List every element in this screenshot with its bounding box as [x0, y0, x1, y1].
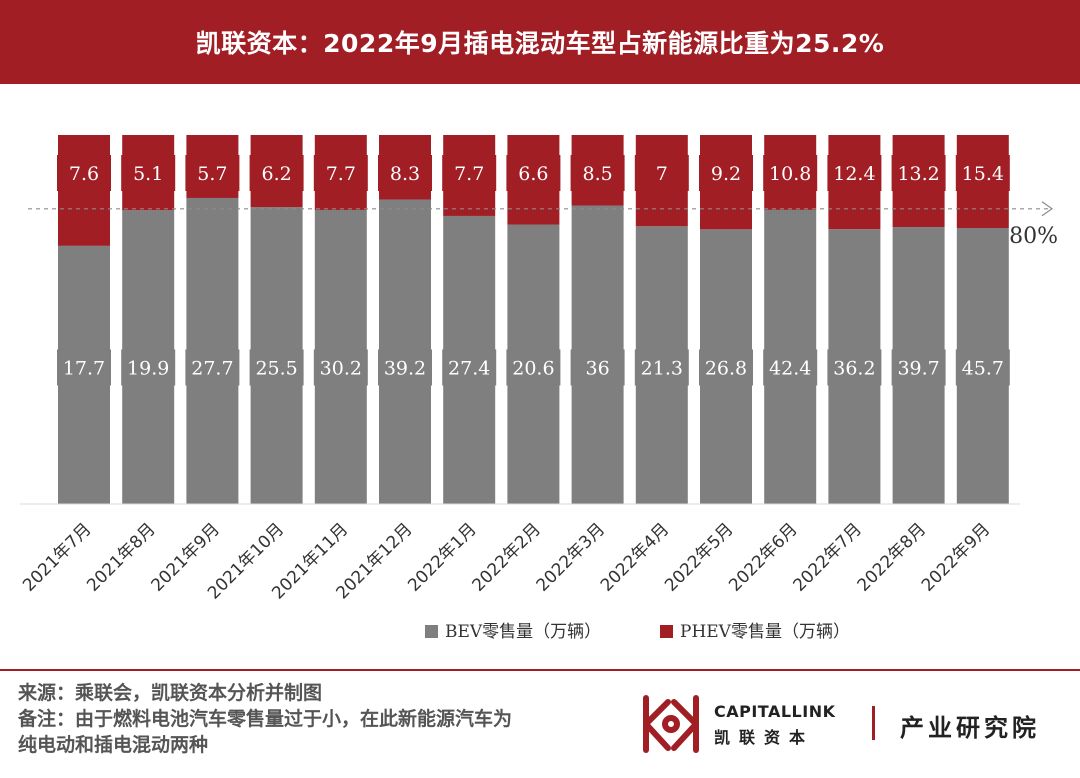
- bev-label-box: [442, 349, 497, 386]
- bev-value-label: 39.2: [384, 357, 426, 379]
- phev-value-label: 7.6: [69, 163, 99, 185]
- phev-value-label: 10.8: [769, 163, 811, 185]
- bev-label-box: [121, 349, 176, 386]
- bev-value-label: 42.4: [769, 357, 811, 379]
- reference-line-arrow: [1041, 201, 1054, 217]
- phev-label-box: [891, 155, 946, 191]
- bev-label-box: [699, 349, 753, 386]
- phev-value-label: 7: [656, 163, 668, 185]
- phev-label-box: [827, 155, 882, 191]
- x-tick-label: 2022年9月: [918, 519, 994, 595]
- bev-value-label: 45.7: [962, 357, 1004, 379]
- phev-value-label: 5.7: [197, 163, 227, 185]
- bev-label-box: [185, 349, 240, 386]
- phev-label-box: [570, 155, 625, 191]
- logo-name-cn: 凯联资本: [714, 728, 815, 747]
- phev-value-label: 8.3: [390, 163, 420, 185]
- bev-value-label: 27.4: [448, 357, 490, 379]
- footer-divider: [0, 669, 1080, 671]
- bev-value-label: 20.6: [512, 357, 554, 379]
- bev-value-label: 30.2: [320, 357, 362, 379]
- phev-value-label: 15.4: [962, 163, 1004, 185]
- bev-label-box: [249, 349, 304, 386]
- capitallink-logo-mark: [643, 695, 699, 753]
- bev-label-box: [506, 349, 561, 386]
- phev-label-box: [442, 155, 497, 191]
- phev-value-label: 7.7: [326, 163, 356, 185]
- x-tick-label: 2022年4月: [597, 519, 673, 595]
- bev-value-label: 25.5: [255, 357, 297, 379]
- phev-label-box: [634, 155, 689, 191]
- phev-label-box: [506, 155, 561, 191]
- x-tick-label: 2021年8月: [83, 519, 159, 595]
- x-tick-label: 2022年6月: [725, 519, 801, 595]
- legend-swatch: [425, 625, 438, 638]
- bev-value-label: 21.3: [641, 357, 683, 379]
- x-tick-label: 2022年8月: [854, 519, 930, 595]
- x-tick-label: 2022年2月: [469, 519, 545, 595]
- chart-title-banner: 凯联资本：2022年9月插电混动车型占新能源比重为25.2%: [0, 0, 1080, 84]
- phev-value-label: 9.2: [711, 163, 741, 185]
- phev-value-label: 7.7: [454, 163, 484, 185]
- bev-label-box: [378, 349, 432, 386]
- phev-label-box: [378, 155, 432, 191]
- capitallink-logo: CAPITALLINK 凯联资本 产业研究院: [636, 688, 1076, 758]
- phev-value-label: 6.6: [518, 163, 548, 185]
- phev-label-box: [121, 155, 176, 191]
- phev-label-box: [955, 155, 1010, 191]
- bev-label-box: [570, 349, 625, 386]
- phev-value-label: 12.4: [833, 163, 875, 185]
- bev-value-label: 39.7: [897, 357, 939, 379]
- chart-title: 凯联资本：2022年9月插电混动车型占新能源比重为25.2%: [195, 29, 885, 58]
- reference-line-label: 80%: [1009, 224, 1058, 249]
- stacked-bar-chart: 17.77.62021年7月19.95.12021年8月27.75.72021年…: [19, 135, 1058, 642]
- phev-value-label: 8.5: [582, 163, 612, 185]
- phev-value-label: 6.2: [261, 163, 291, 185]
- legend-label: BEV零售量（万辆）: [445, 622, 601, 642]
- bev-value-label: 19.9: [127, 357, 169, 379]
- x-tick-label: 2022年7月: [790, 519, 866, 595]
- bev-value-label: 26.8: [705, 357, 747, 379]
- bev-label-box: [891, 349, 946, 386]
- bev-value-label: 36.2: [833, 357, 875, 379]
- bev-label-box: [763, 349, 818, 386]
- bev-value-label: 27.7: [191, 357, 233, 379]
- logo-name-en: CAPITALLINK: [714, 702, 836, 721]
- phev-label-box: [313, 155, 368, 191]
- x-tick-label: 2022年5月: [661, 519, 737, 595]
- phev-label-box: [763, 155, 818, 191]
- x-tick-label: 2022年1月: [404, 519, 480, 595]
- phev-label-box: [699, 155, 753, 191]
- bev-label-box: [313, 349, 368, 386]
- legend-label: PHEV零售量（万辆）: [680, 622, 850, 642]
- legend-swatch: [660, 625, 673, 638]
- bev-label-box: [634, 349, 689, 386]
- x-tick-label: 2021年7月: [19, 519, 95, 595]
- phev-label-box: [185, 155, 240, 191]
- source-note: 来源：乘联会，凯联资本分析并制图: [18, 682, 323, 704]
- bev-label-box: [827, 349, 882, 386]
- footer-notes: 来源：乘联会，凯联资本分析并制图 备注：由于燃料电池汽车零售量过于小，在此新能源…: [18, 680, 638, 758]
- logo-separator: [872, 706, 875, 740]
- x-tick-label: 2022年3月: [533, 519, 609, 595]
- logo-subtitle: 产业研究院: [900, 714, 1040, 742]
- phev-value-label: 5.1: [133, 163, 163, 185]
- bev-value-label: 36: [586, 357, 610, 379]
- remark-note-line2: 纯电动和插电混动两种: [18, 734, 209, 756]
- bev-label-box: [955, 349, 1010, 386]
- phev-value-label: 13.2: [897, 163, 939, 185]
- bev-label-box: [57, 349, 111, 386]
- remark-note-line1: 备注：由于燃料电池汽车零售量过于小，在此新能源汽车为: [18, 708, 513, 730]
- bev-value-label: 17.7: [63, 357, 105, 379]
- phev-label-box: [57, 155, 111, 191]
- phev-label-box: [249, 155, 304, 191]
